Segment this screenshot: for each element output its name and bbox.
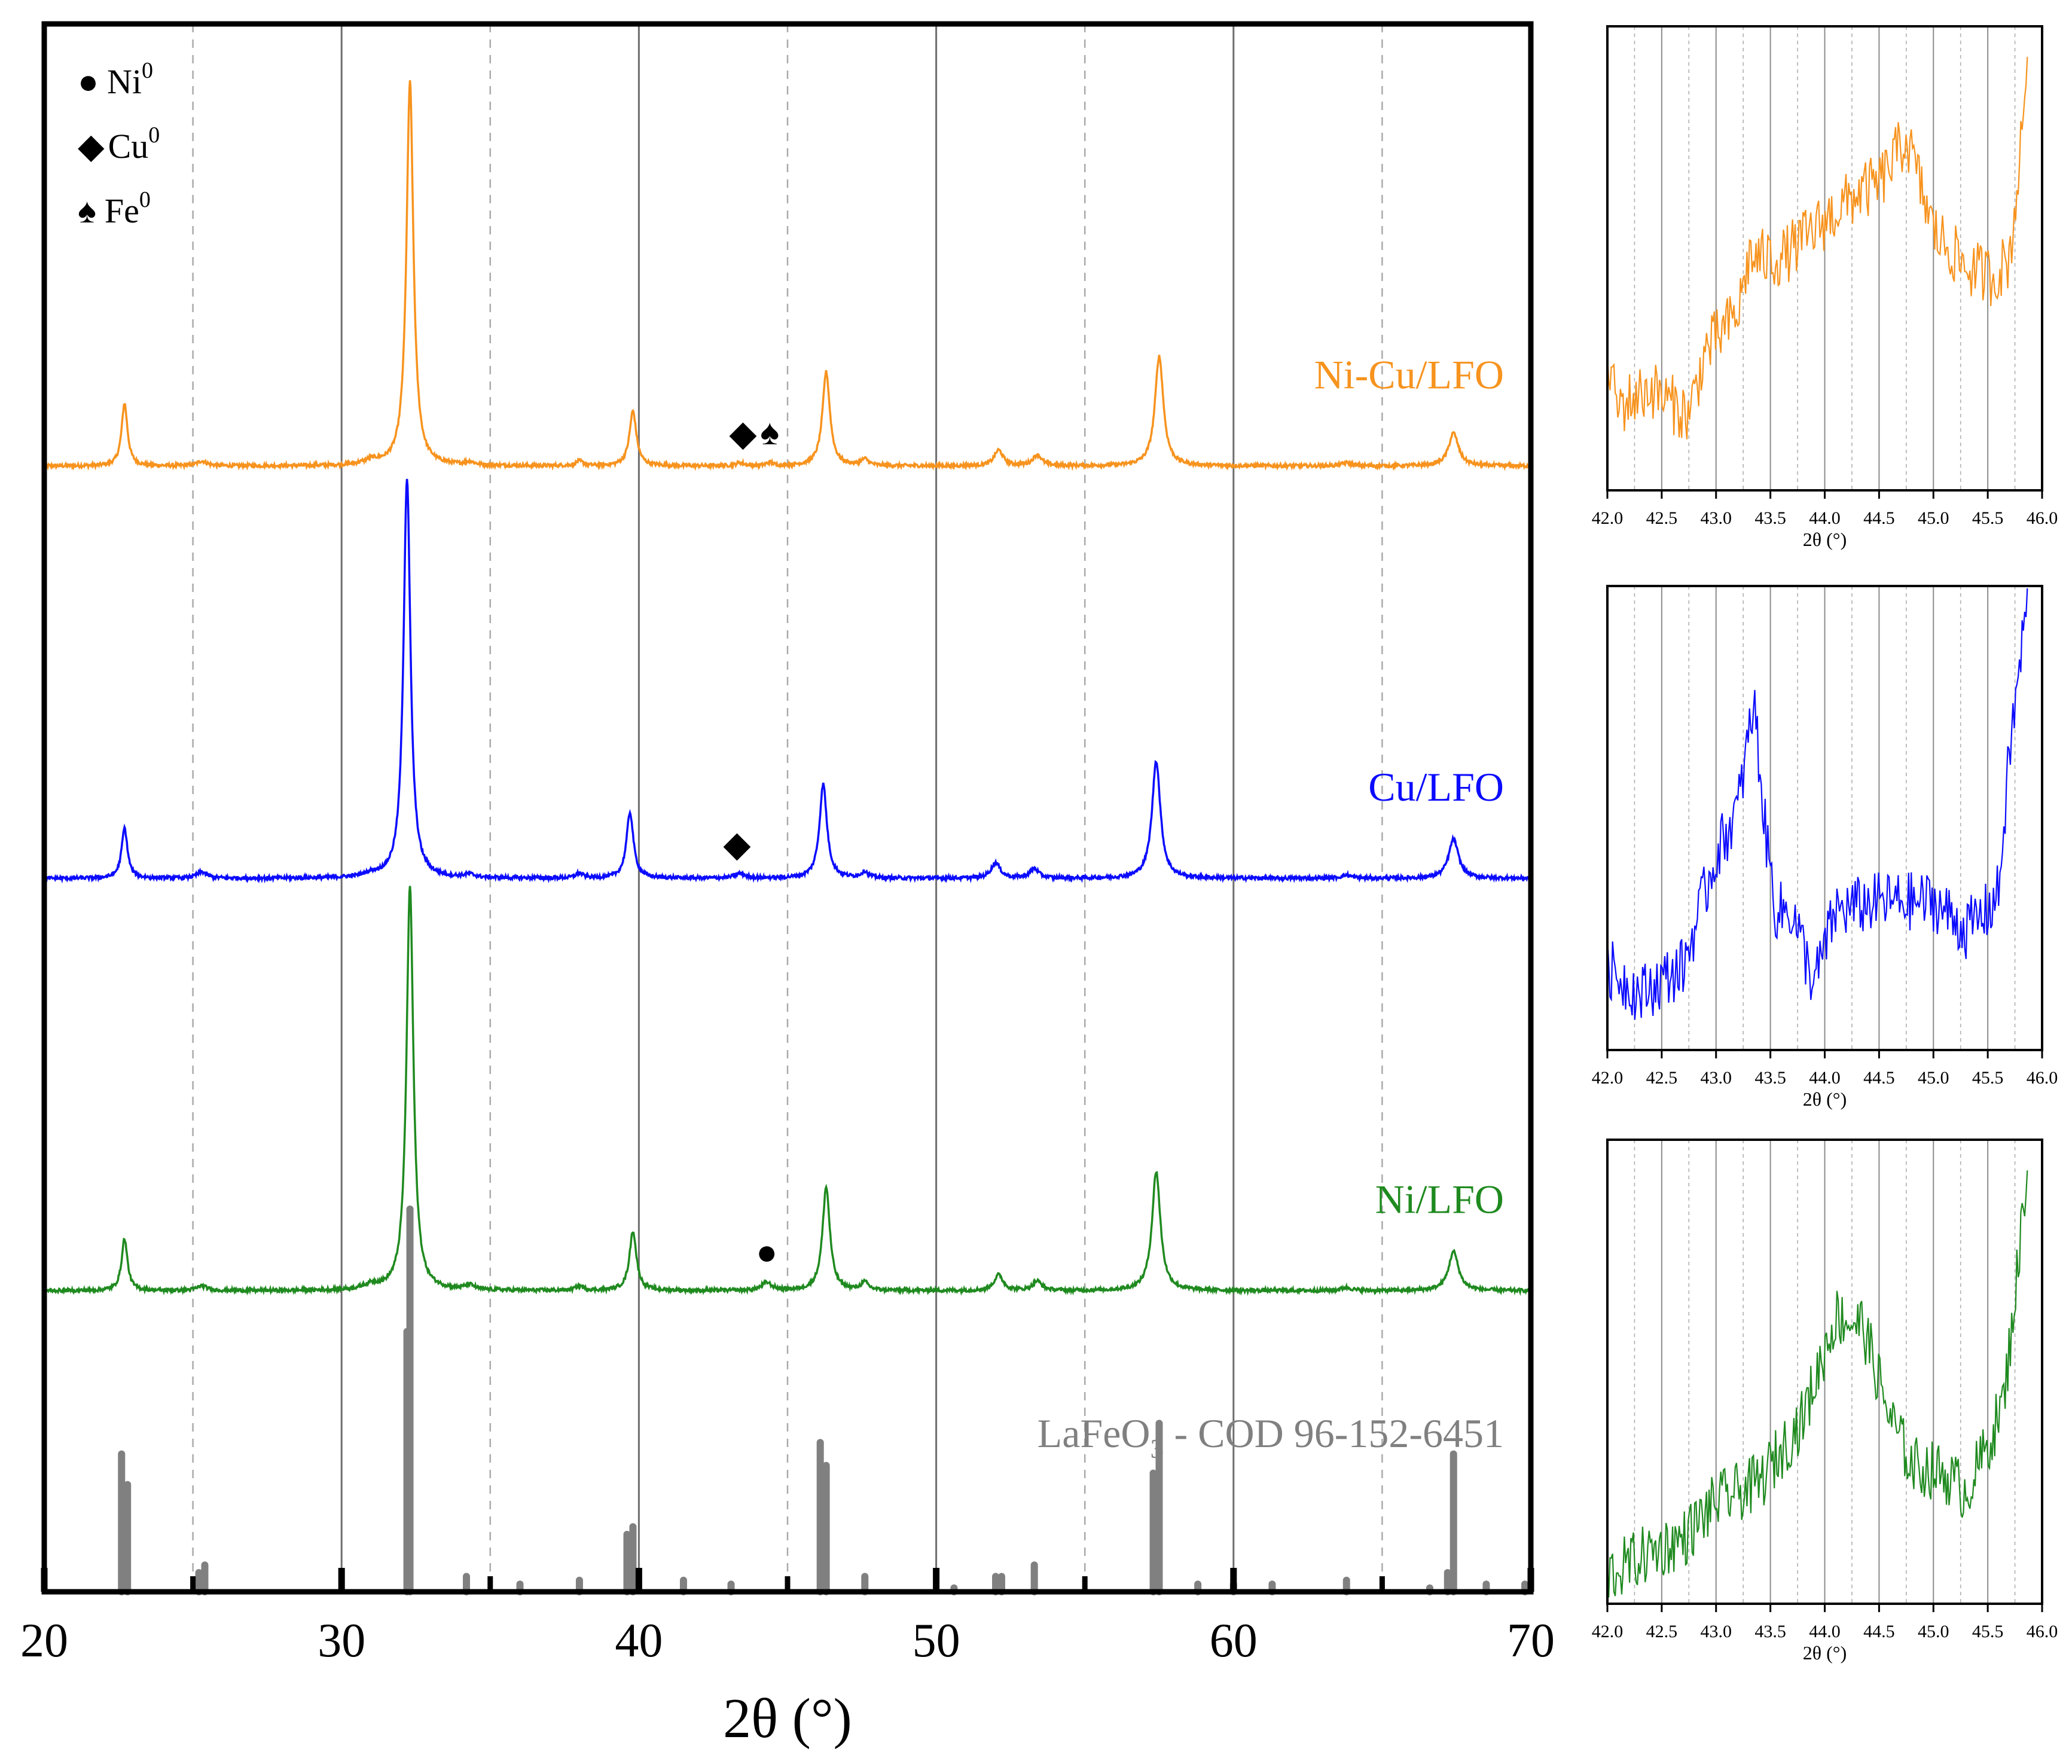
inset-x-tick-label: 42.5	[1646, 508, 1678, 528]
series-label: Ni-Cu/LFO	[1314, 352, 1504, 397]
inset-x-tick-label: 42.5	[1646, 1622, 1678, 1641]
x-tick-label: 30	[318, 1615, 365, 1667]
inset-x-tick-label: 45.5	[1972, 1622, 2004, 1641]
main-x-axis-label: 2θ (°)	[723, 1687, 852, 1750]
phase-legend: ● Ni0 ◆ Cu0 ♠ Fe0	[78, 58, 160, 230]
inset-x-tick-label: 45.0	[1918, 508, 1949, 528]
main-x-axis: 20 30 40 50 60 70	[20, 1568, 1555, 1667]
inset-x-tick-label: 46.0	[2027, 1622, 2058, 1641]
phase-marker: ◆	[729, 414, 756, 453]
inset-ni-lfo: 42.0 42.5 43.0 43.5 44.0 44.5 45.0 45.5 46.0 2θ (…	[1592, 1139, 2058, 1664]
inset-x-tick-label: 44.5	[1863, 508, 1895, 528]
legend-item-cu: ◆ Cu0	[78, 123, 160, 166]
inset-ni-cu-lfo: 42.0 42.5 43.0 43.5 44.0 44.5 45.0 45.5 46.0 2θ (…	[1592, 25, 2058, 550]
inset-x-tick-label: 44.0	[1809, 1622, 1841, 1641]
inset-x-tick-label: 43.5	[1754, 508, 1786, 528]
inset-x-tick-label: 45.0	[1918, 1068, 1949, 1088]
inset-cu-lfo: 42.0 42.5 43.0 43.5 44.0 44.5 45.0 45.5 46.0 2θ (…	[1592, 585, 2058, 1110]
series-line	[43, 80, 1532, 471]
inset-x-tick-label: 43.5	[1754, 1622, 1786, 1641]
xrd-series	[43, 80, 1532, 1296]
x-tick-label: 70	[1507, 1615, 1555, 1667]
legend-ni-label: Ni	[107, 62, 142, 101]
inset-x-tick-label: 44.5	[1863, 1068, 1895, 1088]
inset-x-tick-label: 42.5	[1646, 1068, 1678, 1088]
inset-x-tick-label: 43.0	[1701, 1068, 1732, 1088]
legend-cu-label: Cu	[108, 127, 149, 166]
legend-cu-symbol: ◆	[78, 127, 105, 166]
reference-label: LaFeO3 - COD 96-152-6451	[1037, 1411, 1504, 1464]
inset-x-tick-label: 44.0	[1809, 1068, 1841, 1088]
inset-series-line	[1606, 57, 2028, 440]
inset-x-tick-label: 45.5	[1972, 1068, 2004, 1088]
legend-ni-symbol: ●	[78, 62, 99, 101]
legend-fe-symbol: ♠	[78, 191, 96, 230]
x-tick-label: 50	[913, 1615, 960, 1667]
main-xrd-chart: Ni-Cu/LFO◆ ♠Cu/LFO◆Ni/LFO● 20 30 40 50 60 70 ●…	[20, 21, 1555, 1750]
legend-fe-label: Fe	[105, 191, 139, 230]
phase-marker: ●	[756, 1232, 777, 1272]
main-gridlines	[192, 24, 1383, 1592]
x-tick-label: 60	[1210, 1615, 1258, 1667]
phase-marker: ♠	[760, 413, 779, 452]
inset-x-tick-label: 42.0	[1592, 1068, 1624, 1088]
legend-ni-sup: 0	[142, 58, 153, 83]
reference-pattern	[118, 1205, 1529, 1595]
series-labels: Ni-Cu/LFO◆ ♠Cu/LFO◆Ni/LFO●	[723, 352, 1504, 1272]
inset-x-tick-label: 43.0	[1701, 508, 1732, 528]
x-tick-label: 40	[615, 1615, 663, 1667]
inset-x-tick-label: 44.0	[1809, 508, 1841, 528]
inset-x-axis-label: 2θ (°)	[1803, 1642, 1847, 1664]
reference-label-sub: 3	[1150, 1433, 1164, 1464]
legend-item-fe: ♠ Fe0	[78, 187, 151, 230]
inset-x-tick-label: 45.5	[1972, 508, 2004, 528]
legend-item-ni: ● Ni0	[78, 58, 153, 101]
inset-x-axis-label: 2θ (°)	[1803, 529, 1847, 550]
legend-cu-sup: 0	[148, 123, 160, 148]
inset-x-tick-label: 46.0	[2027, 1068, 2058, 1088]
phase-marker: ◆	[723, 825, 750, 864]
inset-x-tick-label: 45.0	[1918, 1622, 1949, 1641]
series-line	[43, 478, 1532, 884]
inset-x-tick-label: 42.0	[1592, 1622, 1624, 1641]
inset-x-tick-label: 46.0	[2027, 508, 2058, 528]
inset-x-tick-label: 44.5	[1863, 1622, 1895, 1641]
inset-series-line	[1606, 1170, 2028, 1598]
series-label: Ni/LFO	[1375, 1177, 1504, 1222]
series-line	[43, 886, 1532, 1296]
inset-x-axis-label: 2θ (°)	[1803, 1088, 1847, 1110]
inset-x-tick-label: 43.5	[1754, 1068, 1786, 1088]
reference-label-formula: LaFeO	[1037, 1411, 1151, 1456]
series-label: Cu/LFO	[1368, 764, 1504, 810]
inset-series-line	[1606, 588, 2028, 1020]
inset-x-tick-label: 43.0	[1701, 1622, 1732, 1641]
reference-label-text: - COD 96-152-6451	[1164, 1411, 1504, 1456]
legend-fe-sup: 0	[139, 187, 151, 212]
x-tick-label: 20	[20, 1615, 68, 1667]
inset-x-tick-label: 42.0	[1592, 508, 1624, 528]
